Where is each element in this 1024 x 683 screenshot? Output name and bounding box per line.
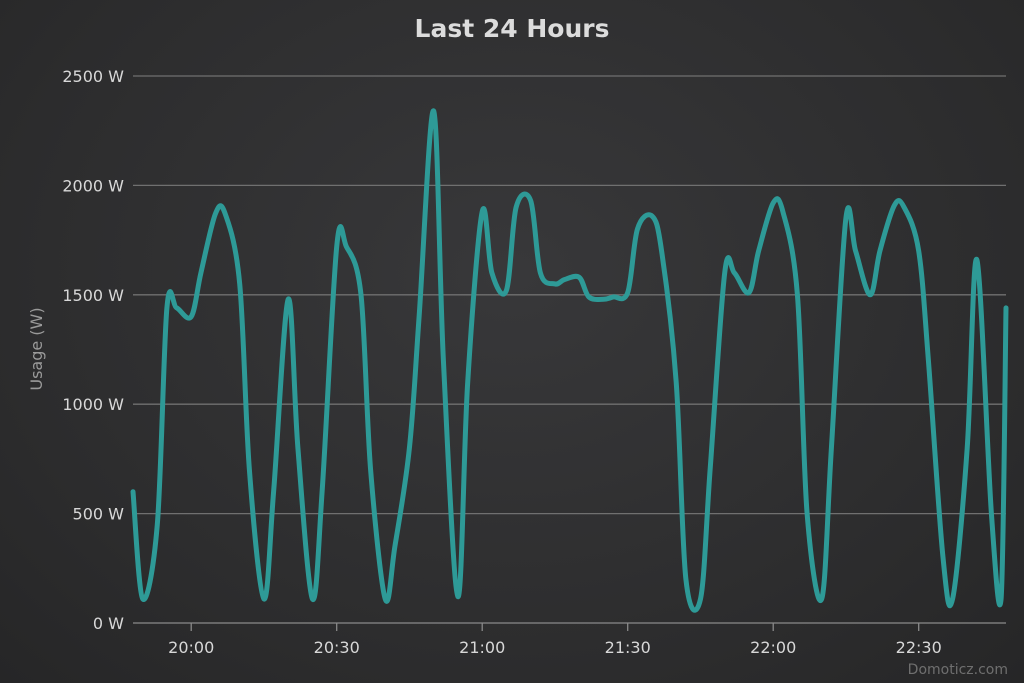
x-tick-label: 20:00 bbox=[168, 638, 214, 657]
x-tick-label: 21:30 bbox=[605, 638, 651, 657]
y-axis-title: Usage (W) bbox=[27, 307, 46, 390]
x-axis-ticks: 20:00 20:30 21:00 21:30 22:00 22:30 bbox=[168, 623, 942, 657]
y-tick-label: 500 W bbox=[73, 505, 125, 524]
x-tick-label: 22:00 bbox=[750, 638, 796, 657]
usage-series-line[interactable] bbox=[130, 108, 1009, 613]
y-axis-ticks: 0 W 500 W 1000 W 1500 W 2000 W 2500 W bbox=[62, 67, 124, 633]
credit-link[interactable]: Domoticz.com bbox=[908, 662, 1008, 678]
y-tick-label: 2500 W bbox=[62, 67, 124, 86]
y-tick-label: 0 W bbox=[93, 614, 124, 633]
series-layer bbox=[130, 108, 1009, 613]
y-tick-label: 2000 W bbox=[62, 176, 124, 195]
x-tick-label: 21:00 bbox=[459, 638, 505, 657]
x-tick-label: 22:30 bbox=[896, 638, 942, 657]
x-tick-label: 20:30 bbox=[314, 638, 360, 657]
chart-title: Last 24 Hours bbox=[415, 14, 610, 43]
y-tick-label: 1000 W bbox=[62, 395, 124, 414]
grid-lines bbox=[133, 75, 1006, 624]
y-tick-label: 1500 W bbox=[62, 286, 124, 305]
